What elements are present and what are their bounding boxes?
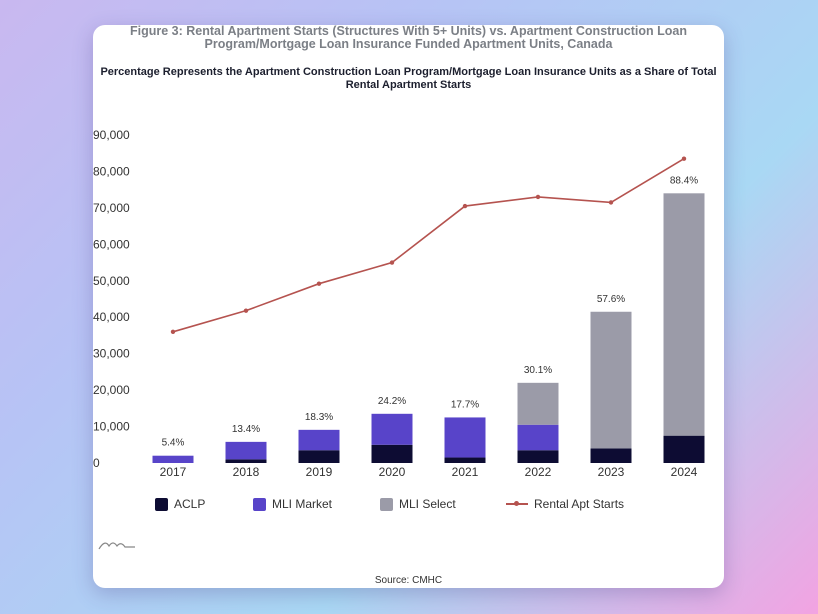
legend-swatch-mli-market [253, 497, 266, 511]
y-tick-label: 70,000 [93, 201, 130, 215]
x-tick-label: 2023 [598, 465, 625, 479]
legend-item-mli-select: MLI Select [380, 497, 456, 511]
x-tick-label: 2022 [525, 465, 552, 479]
line-point [316, 281, 322, 286]
logo-mark-icon [98, 542, 135, 550]
y-tick-label: 50,000 [93, 274, 130, 288]
bar-mli-market [152, 455, 194, 463]
bar-mli-select [663, 193, 705, 436]
bar-mli-market [371, 413, 413, 445]
legend-swatch-aclp [155, 497, 168, 511]
y-tick-label: 80,000 [93, 164, 130, 178]
percent-label: 13.4% [232, 424, 260, 435]
y-tick-label: 20,000 [93, 383, 130, 397]
bar-mli-market [444, 417, 486, 458]
percent-label: 5.4% [162, 438, 185, 449]
legend-label-mli-select: MLI Select [399, 497, 456, 511]
chart-plot: 90,000 80,000 70,000 60,000 50,000 40,000 30,0… [93, 128, 705, 479]
chart-legend: ACLP MLI Market MLI Select Rental Apt St… [93, 497, 724, 517]
line-point [243, 308, 249, 313]
chart-title: Figure 3: Rental Apartment Starts (Struc… [129, 25, 687, 51]
line-point [681, 156, 687, 161]
line-point [535, 194, 541, 200]
legend-swatch-mli-select [380, 497, 393, 511]
percent-label: 88.4% [670, 175, 698, 186]
bar-mli-market [225, 441, 267, 460]
bar-mli-market [298, 429, 340, 451]
legend-item-rental-apt-starts: Rental Apt Starts [506, 497, 624, 511]
legend-item-aclp: ACLP [155, 497, 205, 511]
percent-label: 57.6% [597, 294, 625, 305]
bar-aclp [298, 450, 340, 463]
x-tick-label: 2020 [379, 465, 406, 479]
bar-aclp [663, 435, 705, 463]
line-point [608, 200, 614, 205]
y-tick-label: 40,000 [93, 310, 130, 324]
chart-card: Figure 3: Rental Apartment Starts (Struc… [93, 25, 724, 588]
chart-source: Source: CMHC [374, 575, 443, 586]
line-point [170, 329, 176, 334]
percent-label: 18.3% [305, 412, 333, 423]
x-tick-label: 2017 [160, 465, 187, 479]
y-tick-label: 10,000 [93, 420, 130, 434]
y-tick-label: 60,000 [93, 237, 130, 251]
legend-label-mli-market: MLI Market [272, 497, 333, 511]
legend-item-mli-market: MLI Market [253, 497, 332, 511]
line-rental-apt-starts [172, 158, 685, 333]
bar-mli-select [590, 311, 632, 449]
x-tick-label: 2018 [233, 465, 260, 479]
legend-swatch-rental-apt-starts [506, 501, 528, 506]
x-tick-label: 2024 [671, 465, 698, 479]
bar-aclp [590, 448, 632, 463]
x-tick-label: 2021 [452, 465, 479, 479]
percent-label: 24.2% [378, 396, 406, 407]
percent-label: 30.1% [524, 365, 552, 376]
bar-aclp [517, 450, 559, 463]
y-tick-label: 0 [93, 456, 100, 470]
chart-subtitle: Percentage Represents the Apartment Cons… [100, 66, 717, 91]
line-point [462, 203, 468, 209]
bar-mli-market [517, 424, 559, 451]
bar-aclp [225, 459, 267, 463]
bar-mli-select [517, 382, 559, 425]
x-tick-label: 2019 [306, 465, 333, 479]
y-tick-label: 30,000 [93, 347, 130, 361]
bar-aclp [371, 444, 413, 463]
bar-aclp [444, 457, 486, 463]
line-point [389, 260, 395, 265]
legend-label-rental-apt-starts: Rental Apt Starts [534, 497, 625, 511]
legend-label-aclp: ACLP [174, 497, 206, 511]
percent-label: 17.7% [451, 399, 479, 410]
y-tick-label: 90,000 [93, 128, 130, 142]
